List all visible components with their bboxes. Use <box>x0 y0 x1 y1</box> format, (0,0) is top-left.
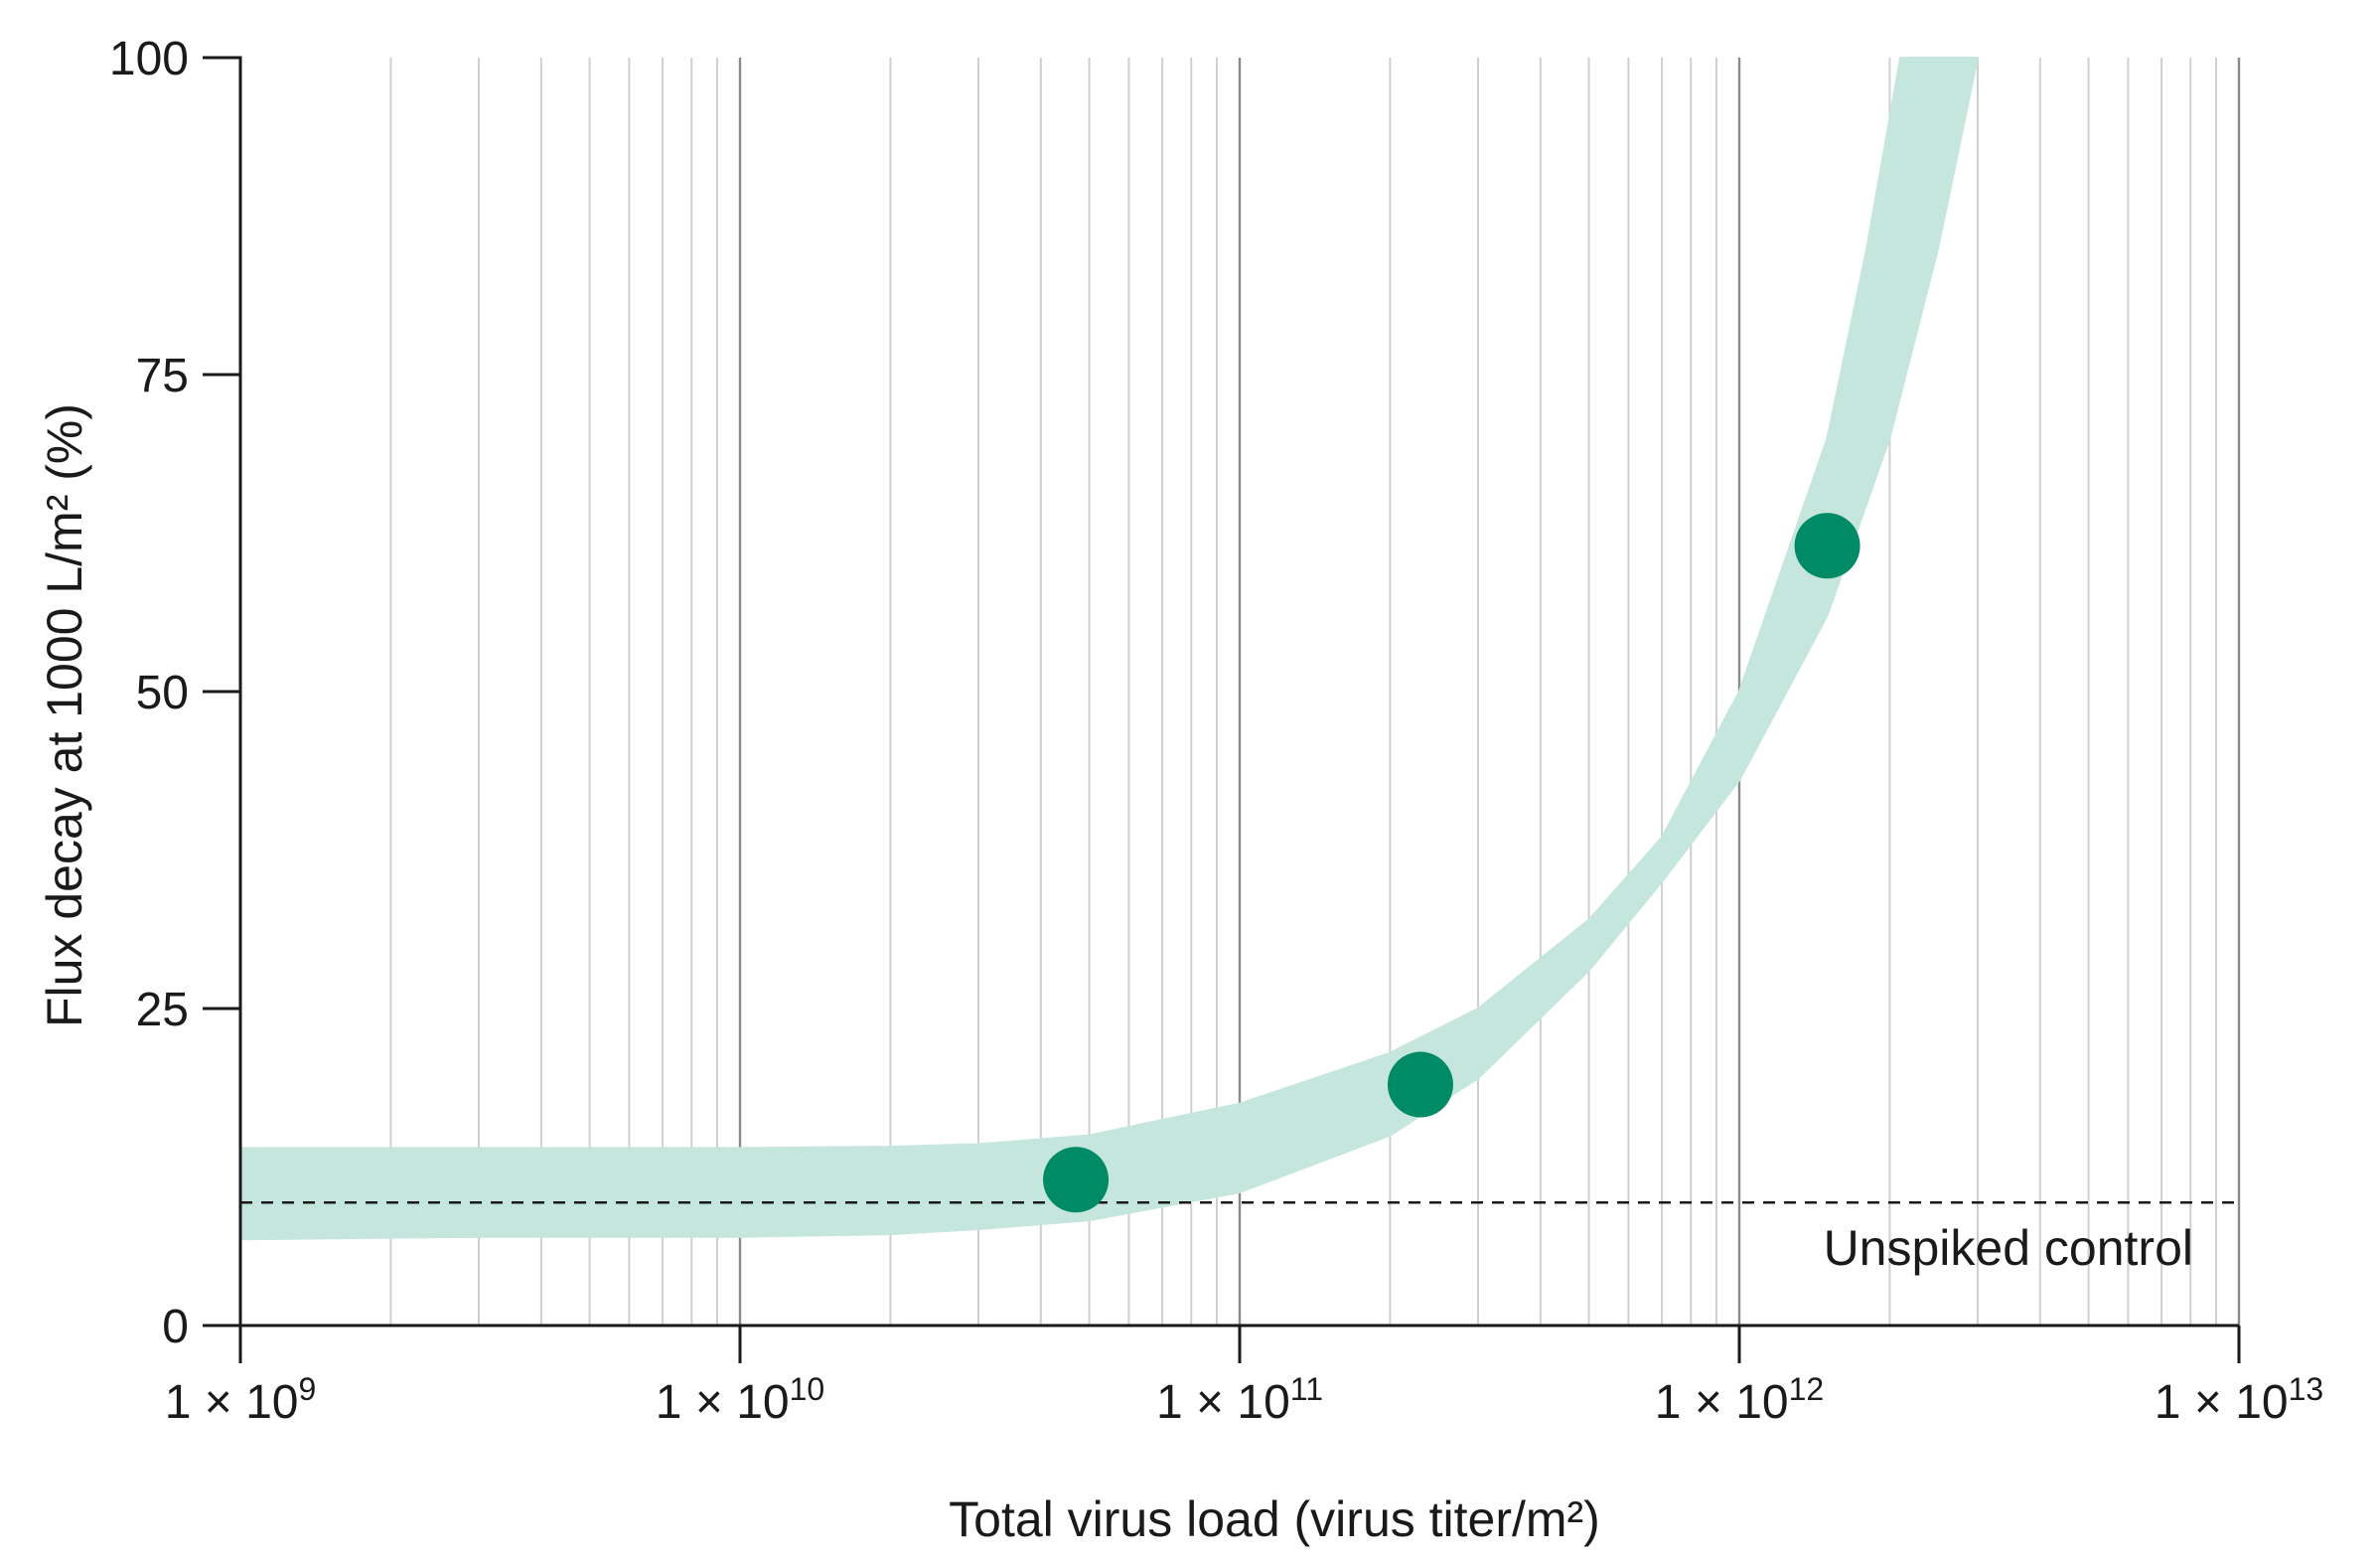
unspiked-control-label: Unspiked control <box>1824 1220 2193 1276</box>
y-tick-label: 0 <box>162 1301 189 1353</box>
y-tick-label: 50 <box>136 667 189 719</box>
x-log-grid <box>389 58 2241 1326</box>
y-axis-label: Flux decay at 1000 L/m² (%) <box>37 403 92 1027</box>
x-tick-label: 1 × 1012 <box>1655 1371 1824 1429</box>
y-tick-label: 25 <box>136 984 189 1036</box>
x-tick-label: 1 × 1013 <box>2155 1371 2323 1429</box>
data-point <box>1387 1051 1453 1118</box>
x-tick-label: 1 × 1011 <box>1156 1371 1323 1429</box>
x-tick-labels: 1 × 109 1 × 1010 1 × 1011 1 × 1012 1 × 1013 <box>165 1371 2323 1429</box>
y-tick-labels: 0 25 50 75 100 <box>109 33 189 1353</box>
data-points <box>1043 513 1860 1213</box>
x-axis-label: Total virus load (virus titer/m²) <box>949 1491 1600 1547</box>
y-tick-label: 100 <box>109 33 189 85</box>
trend-band <box>239 57 1979 1241</box>
data-point <box>1794 513 1860 579</box>
x-tick-label: 1 × 1010 <box>656 1371 824 1429</box>
y-tick-label: 75 <box>136 350 189 402</box>
x-tick-label: 1 × 109 <box>165 1371 317 1429</box>
axes <box>203 56 2241 1363</box>
data-point <box>1043 1147 1110 1213</box>
